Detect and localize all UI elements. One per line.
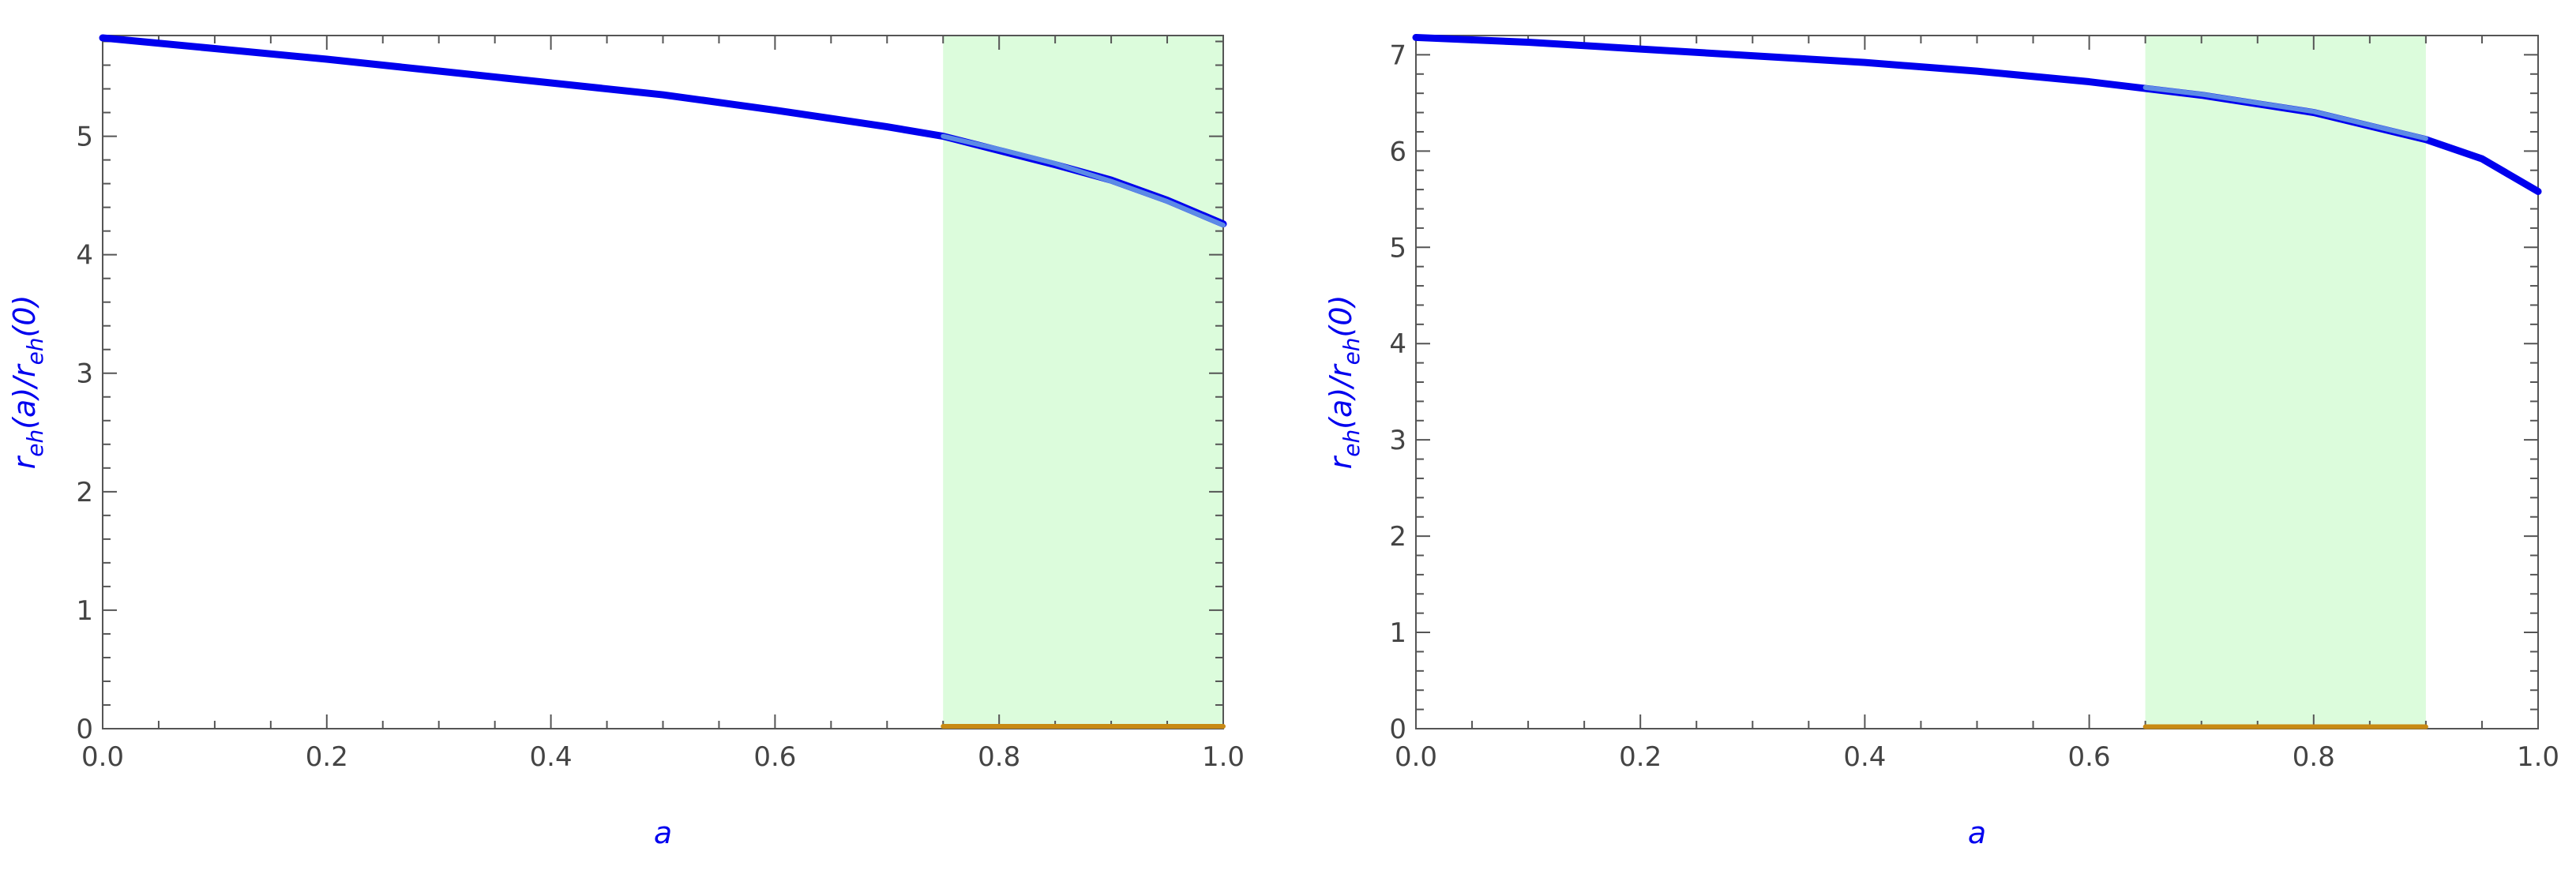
series-line-1 [941, 133, 1226, 228]
x-tick-label: 0.6 [753, 741, 796, 773]
y-tick-label: 4 [76, 240, 93, 272]
x-tick-label: 0.0 [1395, 741, 1437, 773]
y-tick-label: 2 [1389, 521, 1406, 553]
x-axis-label: a [654, 816, 672, 850]
y-tick-label: 1 [1389, 617, 1406, 649]
y-axis-label: reh(a)/reh(0) [7, 295, 48, 470]
y-tick-label: 5 [76, 122, 93, 153]
y-tick-label: 3 [76, 358, 93, 390]
x-tick-label: 0.0 [81, 741, 124, 773]
y-tick-label: 4 [1389, 328, 1406, 360]
y-tick-label: 6 [1389, 136, 1406, 167]
y-tick-label: 3 [1389, 425, 1406, 456]
x-tick-label: 0.2 [1619, 741, 1662, 773]
y-axis-label: reh(a)/reh(0) [1324, 295, 1365, 470]
y-tick-label: 5 [1389, 232, 1406, 264]
chart-right-svg: 0.0 0.2 0.4 0.6 0.8 1.0 0 1 2 3 4 5 6 7 a reh(a)/reh(0) [1324, 33, 2559, 850]
chart-right: 0.0 0.2 0.4 0.6 0.8 1.0 0 1 2 3 4 5 6 7 a reh(a)/reh(0) [1288, 0, 2576, 870]
shaded-region [943, 36, 1223, 729]
x-tick-label: 0.6 [2068, 741, 2111, 773]
y-tick-label: 0 [76, 714, 93, 745]
x-tick-label: 1.0 [2517, 741, 2559, 773]
x-axis-label: a [1968, 816, 1986, 850]
x-tick-label: 0.4 [1843, 741, 1886, 773]
y-tick-label: 1 [76, 595, 93, 627]
x-tick-label: 1.0 [1202, 741, 1245, 773]
x-tick-label: 0.8 [2292, 741, 2335, 773]
y-tick-label: 0 [1389, 714, 1406, 745]
y-tick-label: 2 [76, 477, 93, 508]
x-tick-label: 0.8 [978, 741, 1020, 773]
shaded-region [2145, 36, 2426, 729]
series-line-1 [2142, 84, 2428, 141]
y-tick-label: 7 [1389, 39, 1406, 71]
x-tick-label: 0.4 [530, 741, 573, 773]
x-tick-label: 0.2 [306, 741, 348, 773]
chart-left-svg: 0.0 0.2 0.4 0.6 0.8 1.0 0 1 2 3 4 5 a reh(a)/reh(0) [7, 34, 1245, 850]
chart-left: 0.0 0.2 0.4 0.6 0.8 1.0 0 1 2 3 4 5 a reh(a)/reh(0) [7, 34, 1245, 850]
